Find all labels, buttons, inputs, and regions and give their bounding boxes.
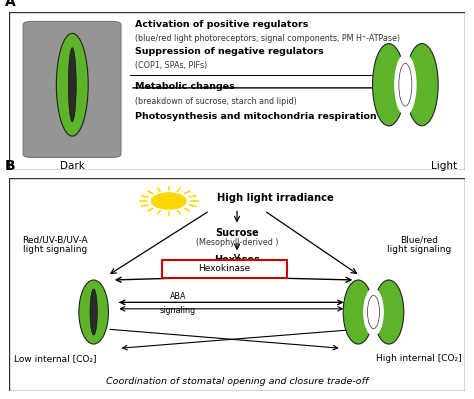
Text: (breakdown of sucrose, starch and lipid): (breakdown of sucrose, starch and lipid) [135, 97, 296, 106]
Text: Hexokinase: Hexokinase [198, 265, 250, 273]
Text: (blue/red light photoreceptors, signal components, PM H⁺-ATPase): (blue/red light photoreceptors, signal c… [135, 34, 400, 43]
Text: Blue/red: Blue/red [400, 235, 438, 244]
Ellipse shape [79, 280, 109, 344]
Text: Hexoses: Hexoses [214, 255, 260, 265]
Text: High internal [CO₂]: High internal [CO₂] [376, 354, 462, 363]
Ellipse shape [373, 43, 405, 126]
Text: High light irradiance: High light irradiance [217, 193, 333, 203]
Text: B: B [5, 159, 16, 173]
FancyBboxPatch shape [9, 12, 465, 170]
Text: ABA: ABA [170, 292, 186, 301]
Text: (COP1, SPAs, PIFs): (COP1, SPAs, PIFs) [135, 61, 207, 70]
Text: signaling: signaling [160, 306, 196, 315]
Ellipse shape [68, 48, 76, 122]
Text: Photosynthesis and mitochondria respiration: Photosynthesis and mitochondria respirat… [135, 112, 376, 120]
Text: A: A [5, 0, 16, 9]
Text: Activation of positive regulators: Activation of positive regulators [135, 20, 308, 29]
Text: Metabolic changes: Metabolic changes [135, 82, 234, 91]
FancyBboxPatch shape [23, 22, 121, 158]
Text: light signaling: light signaling [387, 245, 451, 254]
Text: Suppression of negative regulators: Suppression of negative regulators [135, 47, 323, 56]
Ellipse shape [406, 43, 438, 126]
Text: Coordination of stomatal opening and closure trade-off: Coordination of stomatal opening and clo… [106, 377, 368, 386]
Ellipse shape [90, 289, 97, 335]
Text: Light: Light [431, 161, 457, 171]
FancyBboxPatch shape [162, 260, 287, 278]
Ellipse shape [394, 54, 417, 116]
Text: light signaling: light signaling [23, 245, 87, 254]
Ellipse shape [374, 280, 404, 344]
Ellipse shape [363, 288, 384, 336]
Ellipse shape [56, 34, 88, 136]
Text: Sucrose: Sucrose [215, 228, 259, 238]
Text: (Mesophyll-derived ): (Mesophyll-derived ) [196, 238, 278, 247]
Text: Dark: Dark [60, 161, 85, 171]
Text: Red/UV-B/UV-A: Red/UV-B/UV-A [22, 235, 88, 244]
FancyBboxPatch shape [9, 178, 465, 391]
Ellipse shape [343, 280, 373, 344]
Text: Low internal [CO₂]: Low internal [CO₂] [14, 354, 96, 363]
Circle shape [152, 193, 186, 209]
